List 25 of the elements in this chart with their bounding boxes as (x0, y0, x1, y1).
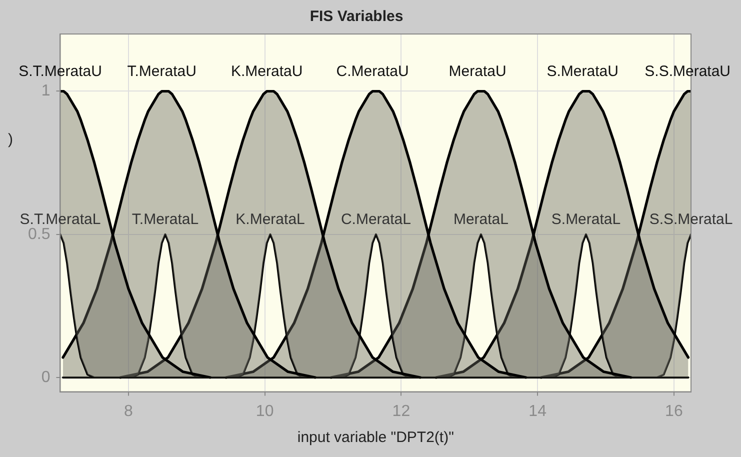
chart-title: FIS Variables (310, 8, 404, 26)
series-label: C.MerataL (340, 211, 411, 228)
series-label: T.MerataL (132, 211, 199, 228)
x-tick-label: 12 (392, 402, 410, 420)
series-label: K.MerataU (231, 62, 303, 80)
series-label: S.T.MerataU (18, 62, 102, 80)
series-label: MerataU (448, 62, 506, 80)
series-label: C.MerataU (336, 62, 409, 80)
series-label: S.S.MerataL (649, 211, 733, 228)
series-label: T.MerataU (127, 62, 196, 80)
series-label: S.MerataU (546, 62, 618, 80)
y-tick-label: 1 (41, 82, 50, 100)
series-label: S.S.MerataU (644, 62, 731, 80)
x-tick-label: 16 (665, 402, 683, 420)
y-axis-title: ) (8, 131, 13, 148)
y-tick-label: 0.5 (28, 226, 50, 243)
x-tick-label: 14 (528, 402, 547, 420)
x-tick-label: 8 (124, 402, 133, 420)
series-label: S.MerataL (551, 211, 621, 228)
x-tick-label: 10 (256, 402, 274, 420)
series-label: K.MerataL (236, 211, 305, 228)
series-label: MerataL (453, 211, 508, 228)
y-tick-label: 0 (41, 368, 50, 386)
x-axis-title: input variable "DPT2(t)" (297, 429, 454, 446)
series-label: S.T.MerataL (20, 211, 101, 228)
